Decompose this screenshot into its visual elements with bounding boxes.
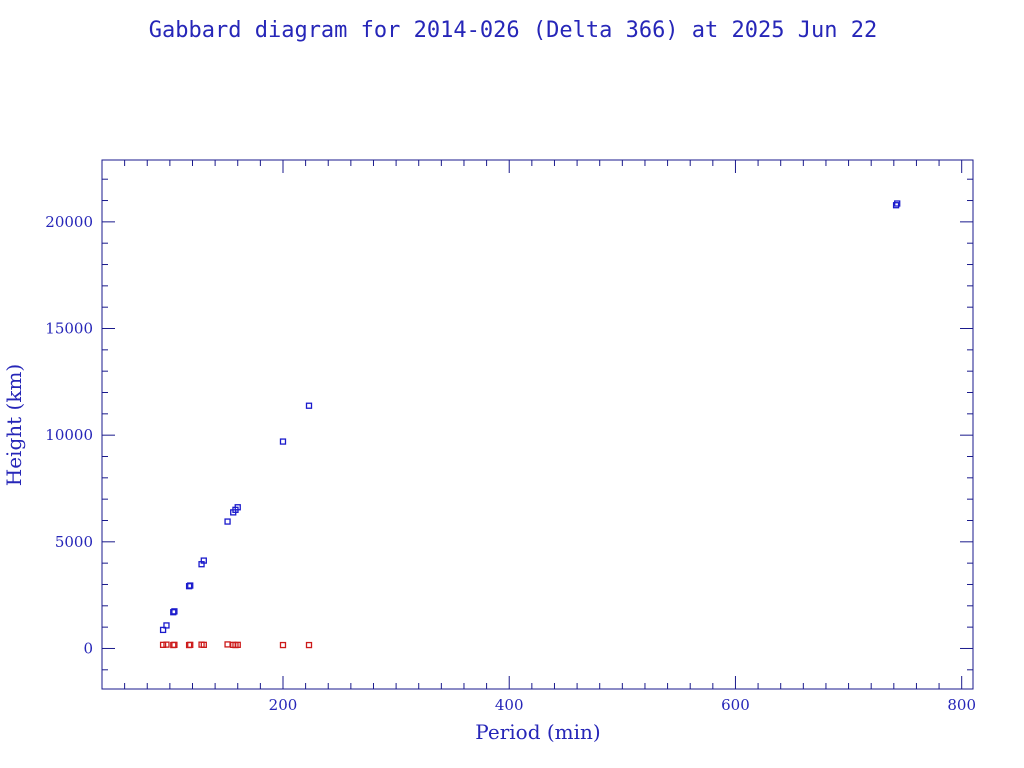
chart-title: Gabbard diagram for 2014-026 (Delta 366)… [149, 18, 877, 43]
apogee-point [279, 438, 287, 445]
apogee-point [171, 608, 178, 615]
y-tick-label: 15000 [45, 320, 93, 338]
x-tick-label: 400 [495, 696, 524, 714]
y-axis-label: Height (km) [2, 364, 26, 486]
apogee-point [200, 557, 207, 564]
perigee-point [159, 641, 167, 648]
y-tick-label: 5000 [55, 533, 93, 551]
perigee-point [234, 641, 241, 648]
axis-ticks [102, 160, 973, 689]
perigee-point [171, 641, 178, 648]
apogee-point [234, 504, 241, 511]
apogee-point [163, 622, 170, 629]
y-tick-label: 20000 [45, 213, 93, 231]
apogee-point [894, 200, 901, 207]
perigee-point [200, 641, 207, 648]
perigee-point [163, 641, 170, 648]
apogee-point [305, 402, 313, 409]
perigee-point [305, 641, 313, 649]
x-tick-label: 600 [721, 696, 750, 714]
data-points [159, 200, 901, 649]
perigee-point [224, 641, 231, 648]
apogee-point [159, 626, 167, 634]
perigee-point [279, 641, 287, 649]
apogee-point [187, 582, 194, 589]
axis-tick-labels: 200 400 600 800 0 5000 10000 15000 20000 [45, 213, 976, 714]
perigee-point [187, 641, 194, 648]
x-axis-label: Period (min) [475, 720, 600, 744]
y-tick-label: 0 [83, 639, 93, 657]
x-tick-label: 800 [947, 696, 976, 714]
apogee-point [892, 202, 900, 209]
apogee-point [224, 518, 231, 525]
x-tick-label: 200 [269, 696, 298, 714]
plot-frame [101, 159, 974, 690]
apogee-point [170, 609, 177, 616]
y-tick-label: 10000 [45, 426, 93, 444]
